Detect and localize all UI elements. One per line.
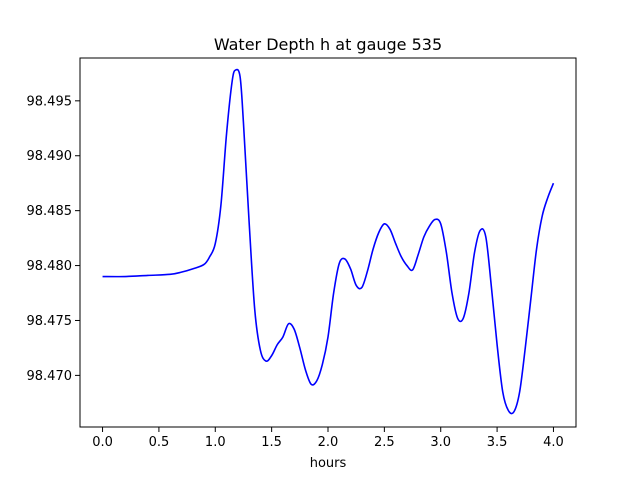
x-tick-label: 1.0 xyxy=(205,435,226,450)
x-tick-label: 1.5 xyxy=(261,435,282,450)
y-axis: 98.470 98.475 98.480 98.485 98.490 98.495 xyxy=(27,94,80,384)
x-axis-label: hours xyxy=(310,456,347,471)
y-tick-label: 98.480 xyxy=(27,259,73,274)
y-tick-label: 98.495 xyxy=(27,94,73,109)
x-tick-label: 0.0 xyxy=(92,435,113,450)
y-tick-label: 98.475 xyxy=(27,314,73,329)
y-tick-label: 98.470 xyxy=(27,369,73,384)
y-tick-label: 98.485 xyxy=(27,204,73,219)
x-tick-label: 4.0 xyxy=(543,435,564,450)
x-tick-label: 3.5 xyxy=(487,435,508,450)
series-layer xyxy=(102,68,555,415)
y-tick-label: 98.490 xyxy=(27,149,73,164)
x-tick-label: 2.5 xyxy=(374,435,395,450)
plot-frame xyxy=(79,57,577,428)
x-tick-label: 2.0 xyxy=(318,435,339,450)
x-axis: 0.0 0.5 1.0 1.5 2.0 2.5 3.0 3.5 4.0 xyxy=(92,427,564,450)
x-tick-label: 0.5 xyxy=(149,435,170,450)
chart-title: Water Depth h at gauge 535 xyxy=(214,35,442,54)
x-tick-label: 3.0 xyxy=(430,435,451,450)
series-line xyxy=(102,68,555,415)
